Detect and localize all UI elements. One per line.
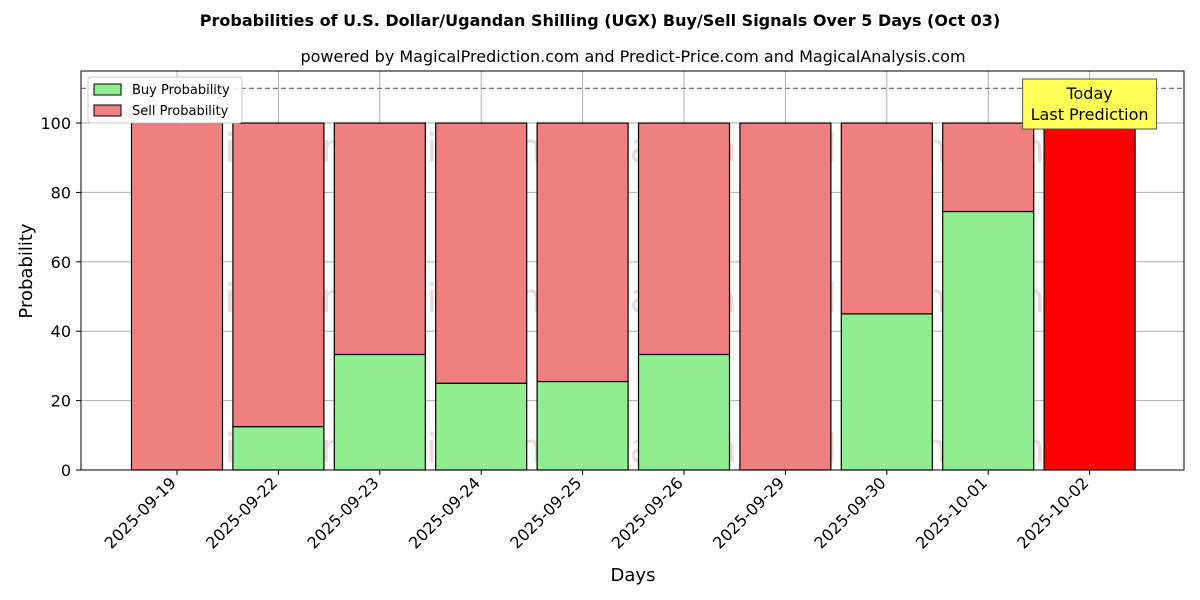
x-tick-label: 2025-09-26	[608, 473, 687, 552]
y-tick-label: 40	[51, 322, 71, 341]
buy-bar	[942, 210, 1035, 471]
y-tick-label: 20	[51, 392, 71, 411]
y-axis-label: Probability	[16, 223, 37, 318]
today-annotation: Today Last Prediction	[1022, 78, 1158, 130]
x-axis-label: Days	[611, 565, 656, 586]
legend-label: Sell Probability	[132, 104, 229, 119]
y-tick-label: 80	[51, 183, 71, 202]
x-tick-label: 2025-09-25	[506, 473, 585, 552]
buy-bar	[536, 380, 629, 471]
buy-bar	[840, 313, 933, 471]
x-tick-label: 2025-09-29	[709, 473, 788, 552]
x-tick-label: 2025-10-01	[912, 473, 991, 552]
x-tick-label: 2025-09-30	[810, 473, 889, 552]
buy-bar	[435, 382, 528, 471]
sell-bar	[130, 122, 224, 471]
buy-bar	[333, 353, 426, 471]
sell-bar	[739, 122, 832, 471]
chart-title: Probabilities of U.S. Dollar/Ugandan Shi…	[200, 11, 1001, 30]
y-tick-label: 100	[40, 114, 71, 133]
y-tick-label: 60	[51, 253, 71, 272]
sell-bar	[637, 122, 731, 356]
buy-bar	[232, 426, 325, 471]
legend-swatch	[93, 104, 122, 117]
sell-bar	[232, 122, 325, 428]
legend-box	[87, 76, 243, 124]
x-tick-label: 2025-10-02	[1013, 473, 1092, 552]
annotation-box	[1022, 78, 1158, 130]
chart-subtitle: powered by MagicalPrediction.com and Pre…	[300, 47, 965, 66]
annotation-text: Today	[1065, 84, 1112, 103]
buy-bar	[637, 353, 731, 471]
plot-frame	[80, 70, 1185, 471]
sell-bar-highlight	[1043, 122, 1136, 471]
legend-swatch	[93, 83, 122, 96]
annotation-text: Last Prediction	[1031, 105, 1149, 124]
sell-bar	[536, 122, 629, 383]
sell-bar	[333, 122, 426, 356]
x-tick-label: 2025-09-19	[101, 473, 180, 552]
y-tick-label: 0	[61, 461, 71, 480]
x-tick-label: 2025-09-22	[202, 473, 281, 552]
legend-label: Buy Probability	[132, 83, 230, 98]
sell-bar	[840, 122, 933, 315]
plot-area: MagicalAnalysis.comMagicalPrediction.com…	[40, 70, 1185, 553]
sell-bar	[435, 122, 528, 384]
x-tick-label: 2025-09-24	[405, 473, 484, 552]
legend: Buy Probability Sell Probability	[87, 76, 243, 124]
x-tick-label: 2025-09-23	[303, 473, 382, 552]
sell-bar	[942, 122, 1035, 213]
